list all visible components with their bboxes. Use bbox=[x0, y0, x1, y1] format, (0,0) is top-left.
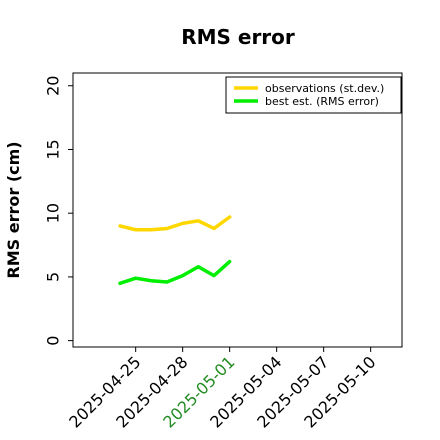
x-axis: 2025-04-252025-04-282025-05-012025-05-04… bbox=[65, 347, 379, 432]
legend-box bbox=[225, 76, 402, 114]
y-tick-label: 0 bbox=[44, 336, 63, 346]
plot-series bbox=[118, 215, 232, 286]
y-tick-label: 15 bbox=[44, 139, 63, 159]
y-axis-label: RMS error (cm) bbox=[4, 141, 23, 278]
plot-frame bbox=[72, 72, 403, 348]
y-tick-label: 10 bbox=[44, 203, 63, 223]
y-axis: 0 5 10 15 20 bbox=[44, 76, 73, 346]
y-tick-label: 5 bbox=[44, 272, 63, 282]
series-line-1 bbox=[118, 215, 232, 232]
series-line-2 bbox=[118, 259, 232, 286]
legend-entry: best est. (RMS error) bbox=[265, 95, 379, 108]
chart-title: RMS error bbox=[181, 25, 295, 49]
legend: observations (st.dev.)best est. (RMS err… bbox=[225, 76, 402, 114]
y-tick-label: 20 bbox=[44, 76, 63, 96]
legend-entry: observations (st.dev.) bbox=[265, 82, 384, 95]
